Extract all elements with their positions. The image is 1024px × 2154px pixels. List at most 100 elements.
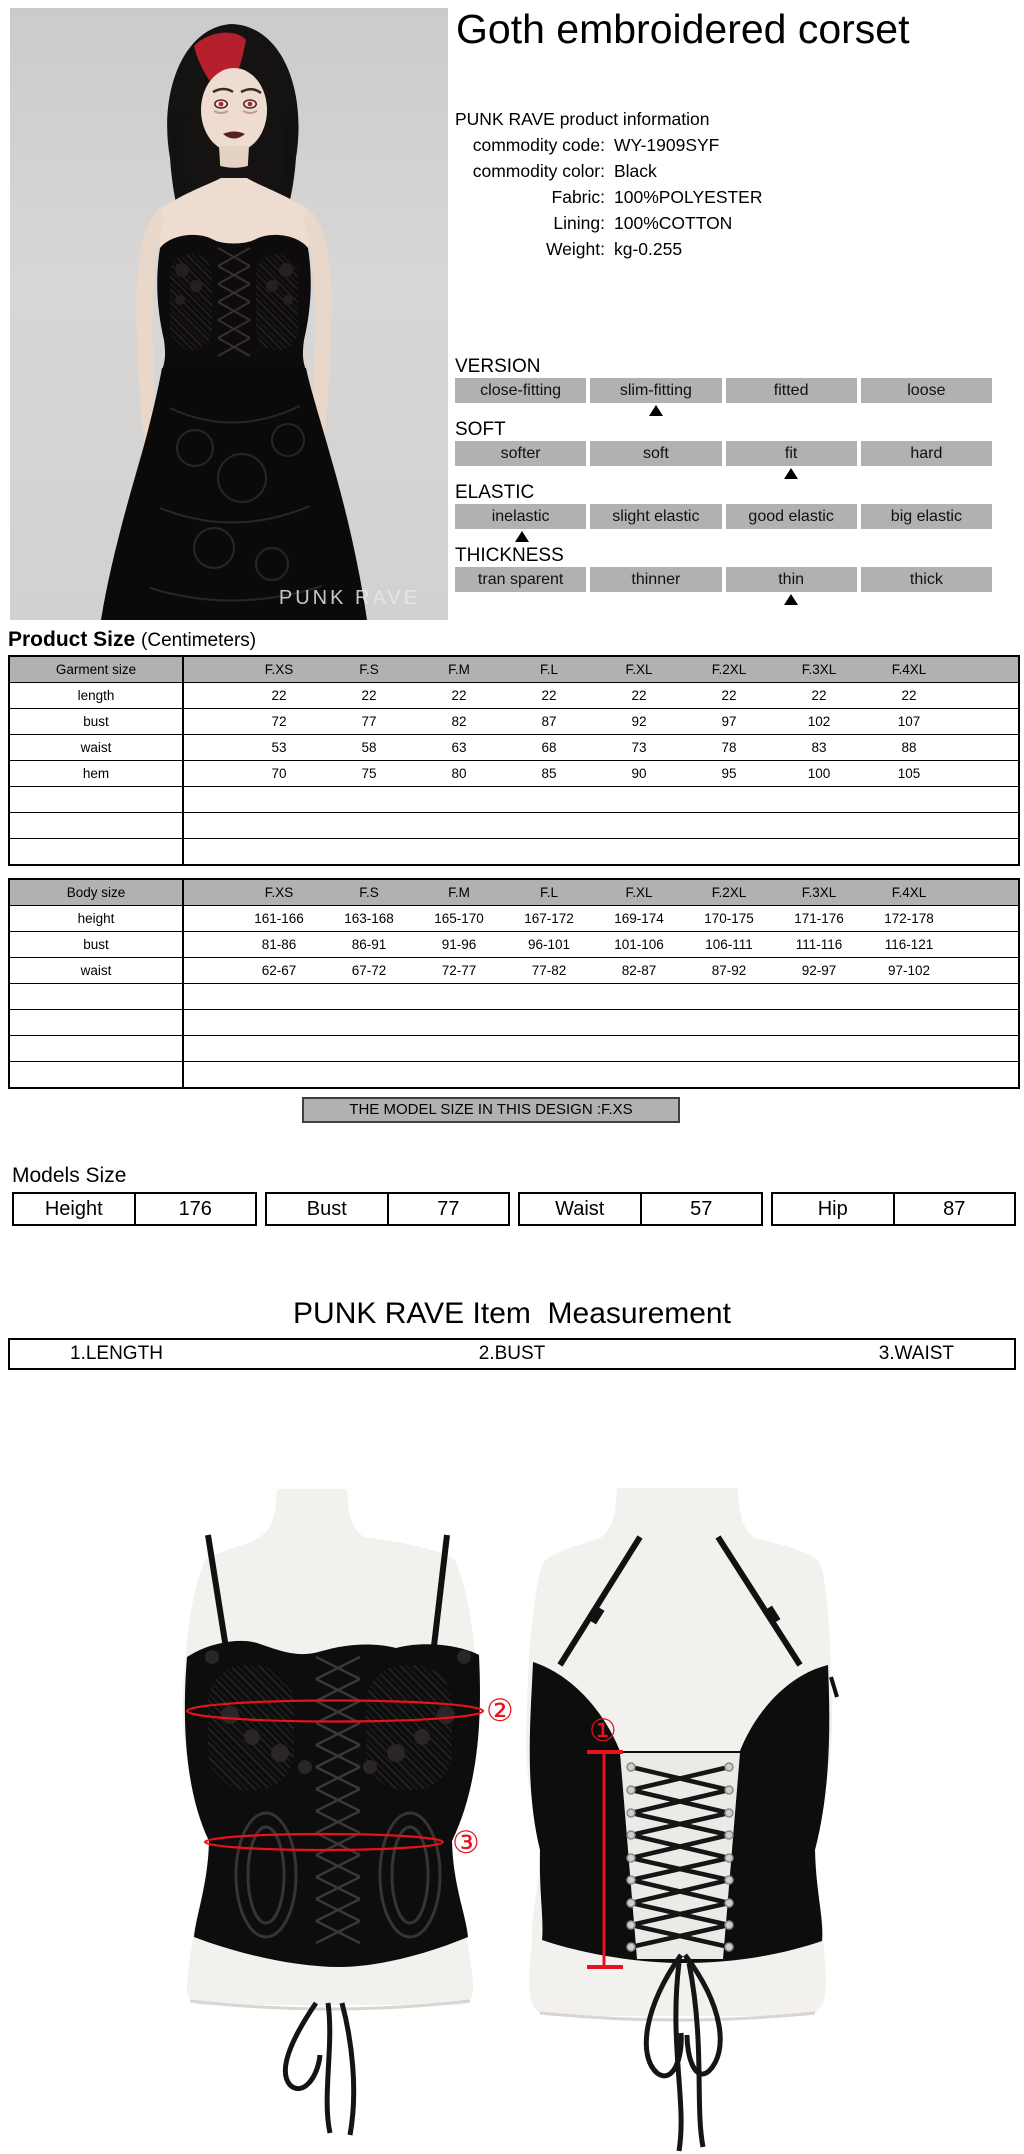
- attr-option: slim-fitting: [590, 378, 722, 403]
- garment-row-waist: waist 53 58 63 68 73 78 83 88: [10, 734, 1018, 760]
- row-label: [10, 839, 184, 864]
- value-cell: 116-121: [884, 937, 934, 952]
- left-strap: [557, 1535, 643, 1667]
- lattice-left: [208, 1665, 294, 1790]
- attr-option: fit: [725, 441, 857, 466]
- zipper-pull: [829, 1676, 839, 1698]
- row-label: waist: [10, 958, 184, 983]
- mannequin-hip-shadow: [539, 2011, 816, 2022]
- model-illustration: [101, 24, 367, 620]
- model-value: 87: [943, 1198, 966, 1220]
- value-cell: 22: [811, 688, 827, 703]
- model-size-banner: THE MODEL SIZE IN THIS DESIGN :F.XS: [302, 1097, 680, 1123]
- model-box-bust: Bust 77: [265, 1192, 510, 1226]
- eyelets: [626, 1762, 734, 1952]
- attr-option: soft: [590, 441, 722, 466]
- model-box-hip: Hip 87: [771, 1192, 1016, 1226]
- value-cell: 62-67: [261, 963, 297, 978]
- right-strap: [431, 1534, 450, 1647]
- value-cell: 90: [631, 766, 647, 781]
- size-col: F.4XL: [891, 662, 927, 677]
- empty-row: [10, 1009, 1018, 1035]
- row-cells: 53 58 63 68 73 78 83 88: [184, 735, 954, 760]
- selection-arrow-icon: [515, 531, 530, 542]
- fringe-shadow: [246, 37, 274, 82]
- size-col: F.XL: [625, 885, 653, 900]
- model-value: 57: [690, 1198, 713, 1220]
- info-row-color: commodity color: Black: [472, 161, 657, 181]
- model-photo: PUNK RAVE: [10, 8, 448, 620]
- size-col: F.4XL: [891, 885, 927, 900]
- left-iris: [218, 101, 224, 107]
- back-laces: [630, 1764, 730, 1950]
- spacer: [184, 1036, 1018, 1061]
- body-row-bust: bust 81-86 86-91 91-96 96-101 101-106 10…: [10, 931, 1018, 957]
- value-cell: 91-96: [441, 937, 477, 952]
- value-cell: 167-172: [524, 911, 574, 926]
- attr-option: thin: [725, 567, 857, 592]
- size-col: F.XS: [264, 885, 294, 900]
- body-header-row: Body size F.XS F.S F.M F.L F.XL F.2XL F.…: [10, 880, 1018, 905]
- row-label: [10, 787, 184, 812]
- attr-option: close-fitting: [455, 378, 587, 403]
- row-cells: 22 22 22 22 22 22 22 22: [184, 683, 954, 708]
- value-cell: 82-87: [621, 963, 657, 978]
- size-col: F.S: [359, 885, 379, 900]
- value-cell: 82: [451, 714, 467, 729]
- value-cell: 92: [631, 714, 647, 729]
- body-header-label: Body size: [10, 880, 184, 905]
- size-col: F.2XL: [711, 662, 747, 677]
- attr-option: hard: [860, 441, 992, 466]
- size-col: F.2XL: [711, 885, 747, 900]
- product-size-heading: Product Size (Centimeters): [8, 628, 256, 652]
- row-label: [10, 1036, 184, 1061]
- attribute-groups: VERSION close-fitting slim-fitting fitte…: [455, 356, 992, 608]
- lips: [223, 131, 245, 139]
- size-col: F.S: [359, 662, 379, 677]
- size-col: F.3XL: [801, 885, 837, 900]
- selection-arrow-icon: [783, 594, 798, 605]
- value-cell: 102: [807, 714, 831, 729]
- annotation-length: ①: [589, 1713, 617, 1749]
- attr-cells-version: close-fitting slim-fitting fitted loose: [455, 378, 992, 403]
- model-value: 77: [437, 1198, 460, 1220]
- info-row-weight: Weight: kg-0.255: [545, 239, 683, 259]
- spacer: [954, 683, 1018, 708]
- strap-adjuster: [763, 1605, 781, 1625]
- spacer: [184, 813, 1018, 838]
- attr-group-elastic: ELASTIC inelastic slight elastic good el…: [455, 482, 992, 545]
- selection-arrow-row: [455, 592, 992, 607]
- size-col: F.3XL: [801, 662, 837, 677]
- body-row-waist: waist 62-67 67-72 72-77 77-82 82-87 87-9…: [10, 957, 1018, 983]
- empty-row: [10, 812, 1018, 838]
- value-cell: 77-82: [531, 963, 567, 978]
- value-cell: 100: [807, 766, 831, 781]
- measurement-legend-row: 1.LENGTH 2.BUST 3.WAIST: [8, 1338, 1016, 1370]
- spacer: [954, 657, 1018, 682]
- value-cell: 70: [271, 766, 287, 781]
- lattice-right: [366, 1665, 452, 1790]
- row-cells: 62-67 67-72 72-77 77-82 82-87 87-92 92-9…: [184, 958, 954, 983]
- row-label: [10, 1010, 184, 1035]
- corset-front-photo: [182, 1489, 480, 2136]
- value-cell: 22: [721, 688, 737, 703]
- attr-group-thickness: THICKNESS tran sparent thinner thin thic…: [455, 545, 992, 608]
- model-box-waist: Waist 57: [518, 1192, 763, 1226]
- value-cell: 88: [901, 740, 917, 755]
- garment-header-label: Garment size: [10, 657, 184, 682]
- model-label: Waist: [520, 1194, 642, 1224]
- spacer: [954, 709, 1018, 734]
- spacer: [954, 880, 1018, 905]
- legend-waist: 3.WAIST: [878, 1343, 955, 1364]
- value-cell: 87-92: [711, 963, 747, 978]
- attr-option: inelastic: [455, 504, 587, 529]
- value-cell: 101-106: [614, 937, 664, 952]
- info-header: PUNK RAVE product information: [455, 109, 710, 129]
- front-hanging-laces: [282, 2001, 357, 2136]
- value-cell: 22: [451, 688, 467, 703]
- measurement-title: PUNK RAVE Item Measurement: [293, 1297, 731, 1330]
- row-cells: 81-86 86-91 91-96 96-101 101-106 106-111…: [184, 932, 954, 957]
- info-row-code: commodity code: WY-1909SYF: [472, 135, 720, 155]
- legend-bust: 2.BUST: [478, 1343, 546, 1364]
- model-label: Bust: [267, 1194, 389, 1224]
